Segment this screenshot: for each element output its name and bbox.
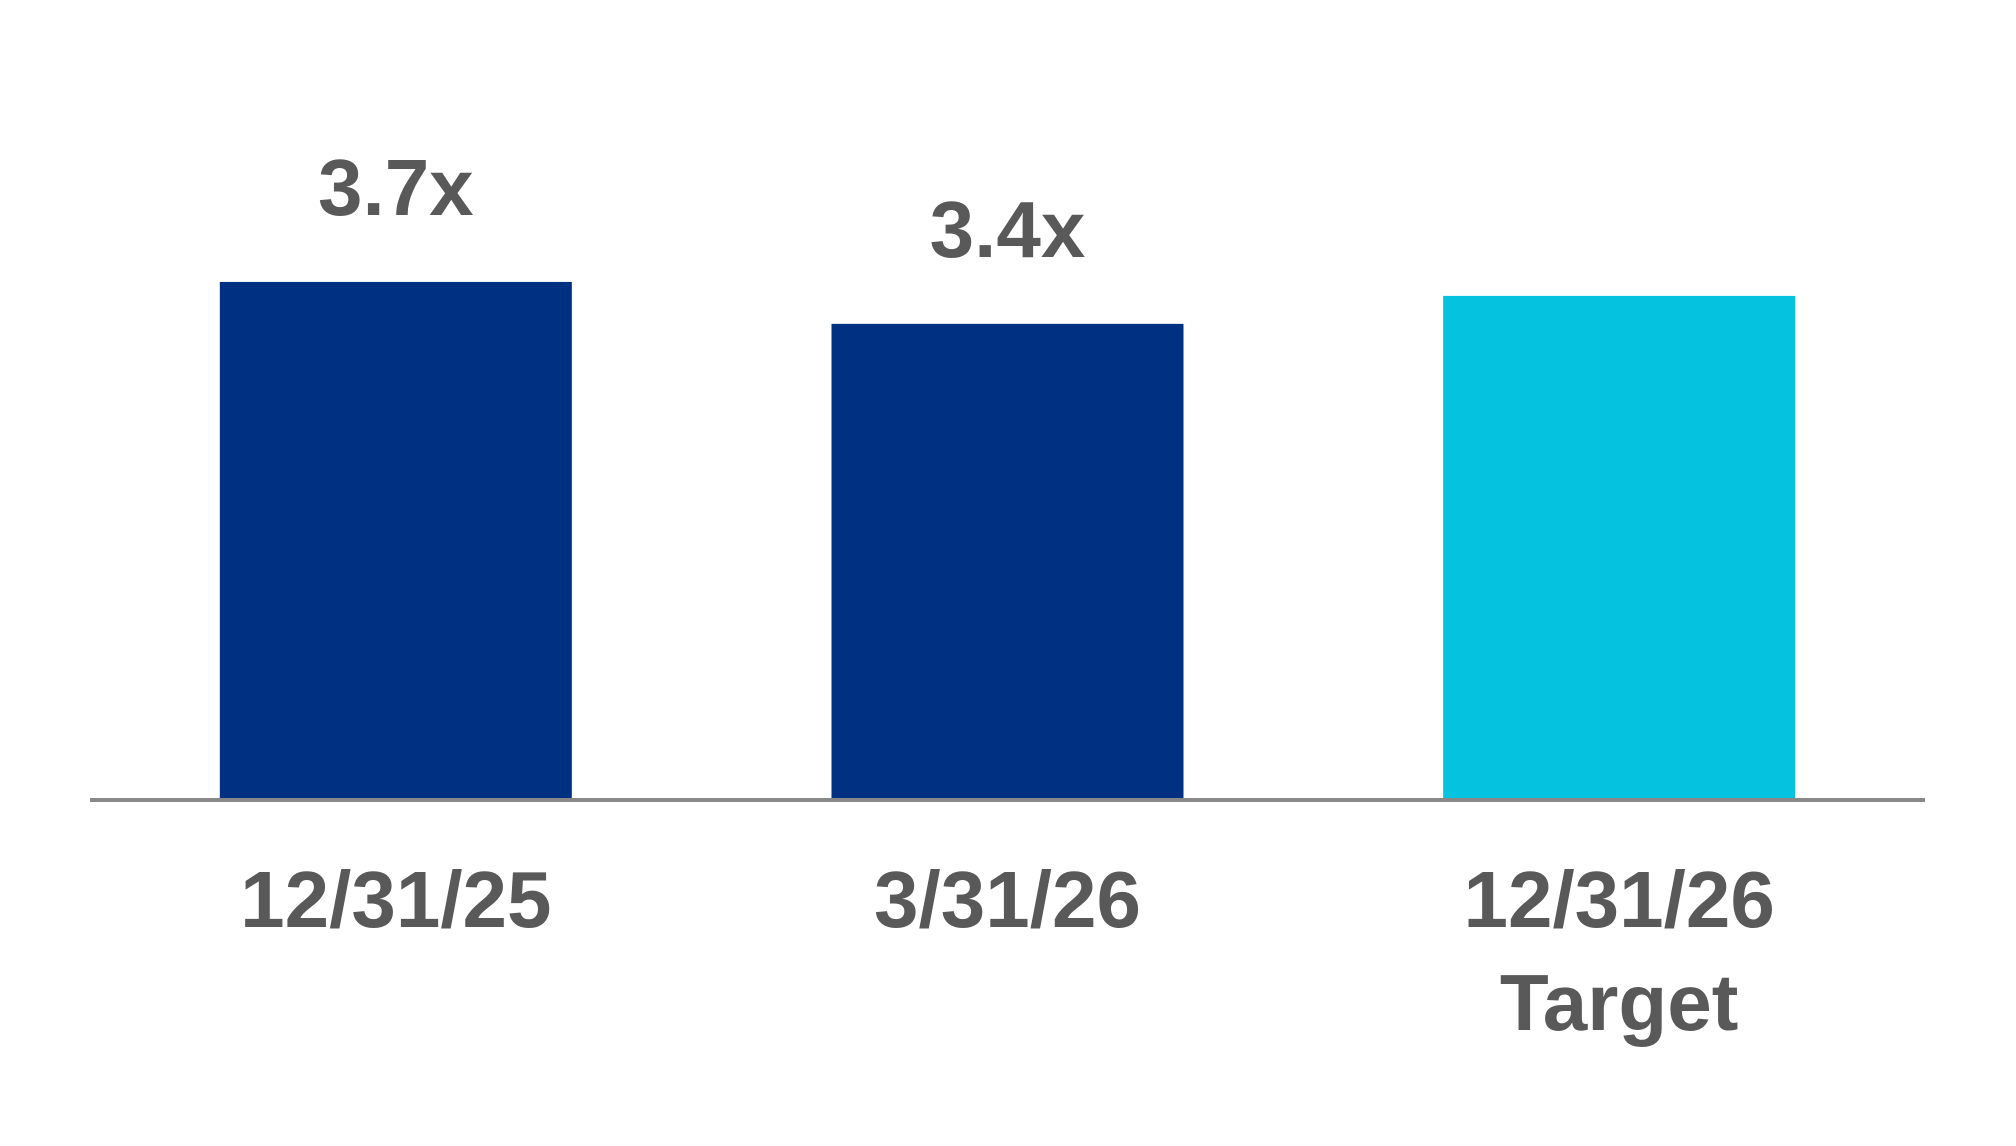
- bar: [831, 323, 1184, 799]
- bar: [1443, 295, 1796, 799]
- x-tick-label: 3/31/26: [874, 855, 1141, 944]
- value-label: 3.7x: [318, 143, 474, 232]
- x-tick-label: 12/31/26 Target: [1463, 855, 1775, 1047]
- value-label: 3.4x: [930, 185, 1086, 274]
- bar: [219, 281, 572, 799]
- x-tick-label: 12/31/25: [240, 855, 552, 944]
